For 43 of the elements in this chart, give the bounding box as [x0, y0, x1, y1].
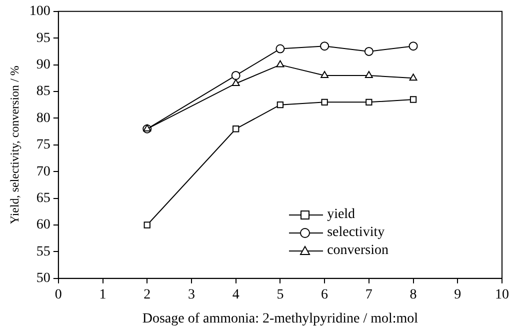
point: [409, 74, 418, 81]
y-tick-label: 55: [36, 244, 50, 260]
y-tick-label: 50: [36, 271, 50, 286]
y-tick-label: 85: [36, 84, 50, 100]
x-tick-label: 5: [276, 287, 284, 302]
point: [364, 46, 374, 56]
y-tick-label: 80: [36, 110, 50, 126]
y-tick-label: 65: [36, 190, 50, 206]
point: [366, 98, 372, 106]
y-tick-label: 60: [36, 218, 50, 233]
y-axis-title: Yield, selectivity, conversion / %: [7, 66, 22, 224]
x-tick-label: 0: [54, 287, 62, 302]
y-tick-label: 75: [36, 138, 50, 153]
x-axis-title: Dosage of ammonia: 2-methylpyridine / mol:mol: [142, 311, 418, 326]
x-tick-label: 8: [410, 287, 417, 302]
point: [232, 126, 240, 132]
y-tick-label: 70: [36, 164, 50, 180]
y-tick-label: 100: [29, 4, 50, 20]
point: [408, 42, 418, 51]
y-tick-label: 95: [36, 30, 50, 46]
legend-label: selectivity: [327, 224, 385, 242]
x-tick-label: 7: [365, 287, 372, 302]
point: [364, 70, 373, 78]
point: [320, 42, 330, 51]
x-tick-label: 6: [321, 287, 328, 302]
point: [276, 44, 285, 54]
x-tick-label: 4: [232, 287, 240, 302]
legend-label: conversion: [327, 242, 388, 260]
y-tick-label: 90: [36, 57, 50, 72]
x-tick-label: 3: [188, 287, 195, 302]
point: [276, 60, 284, 68]
x-tick-label: 10: [495, 287, 509, 302]
x-tick-label: 1: [99, 287, 106, 302]
x-tick-label: 2: [144, 287, 151, 302]
point: [410, 96, 417, 103]
point: [320, 70, 329, 78]
x-tick-label: 9: [454, 287, 462, 302]
point: [321, 98, 328, 106]
legend-label: yield: [327, 206, 356, 224]
point: [276, 102, 284, 108]
point: [232, 78, 240, 86]
point: [144, 222, 150, 228]
point: [231, 70, 240, 80]
